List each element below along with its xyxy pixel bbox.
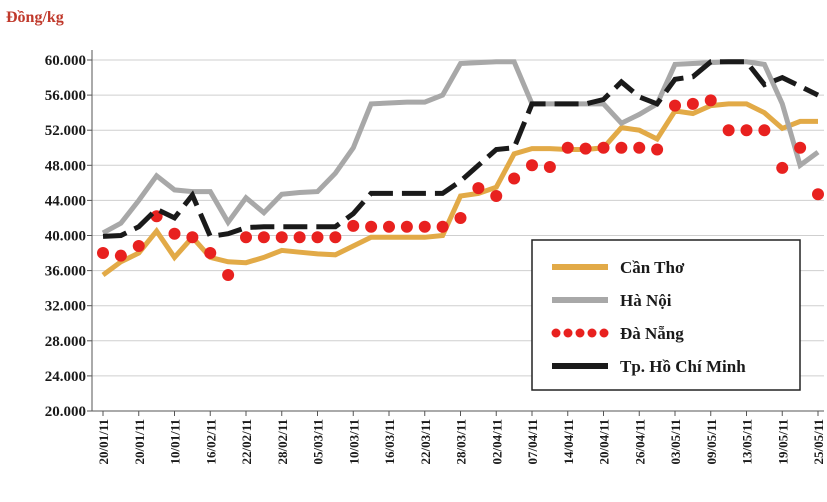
x-tick-label: 20/01/11 bbox=[132, 419, 147, 465]
data-point bbox=[776, 161, 789, 174]
legend-swatch bbox=[575, 328, 585, 338]
data-point bbox=[454, 211, 467, 224]
x-tick-label: 10/03/11 bbox=[346, 419, 361, 465]
x-tick-label: 19/05/11 bbox=[775, 419, 790, 465]
data-point bbox=[579, 142, 592, 155]
data-point bbox=[651, 143, 664, 156]
y-tick-label: 44.000 bbox=[45, 193, 86, 209]
data-point bbox=[168, 227, 181, 240]
series-line bbox=[101, 59, 820, 236]
data-point bbox=[418, 220, 431, 233]
y-axis-label: Đồng/kg bbox=[6, 9, 64, 26]
legend-label: Đà Nẵng bbox=[620, 324, 684, 343]
y-tick-label: 40.000 bbox=[45, 229, 86, 245]
legend-label: Tp. Hồ Chí Minh bbox=[620, 357, 746, 376]
x-tick-label: 03/05/11 bbox=[668, 419, 683, 465]
data-point bbox=[257, 231, 270, 244]
data-point bbox=[114, 249, 127, 262]
y-tick-label: 48.000 bbox=[45, 158, 86, 174]
legend-swatch bbox=[587, 328, 597, 338]
data-point bbox=[633, 141, 646, 154]
data-point bbox=[347, 219, 360, 232]
x-tick-label: 28/02/11 bbox=[275, 419, 290, 465]
data-point bbox=[132, 240, 145, 253]
data-point bbox=[615, 141, 628, 154]
x-tick-label: 14/04/11 bbox=[561, 419, 576, 465]
x-tick-label: 20/04/11 bbox=[597, 419, 612, 465]
data-point bbox=[240, 231, 252, 244]
data-point bbox=[365, 220, 378, 233]
x-tick-label: 10/01/11 bbox=[168, 419, 183, 465]
y-tick-label: 60.000 bbox=[45, 53, 86, 69]
data-point bbox=[383, 220, 395, 233]
legend-label: Cần Thơ bbox=[620, 258, 685, 277]
x-tick-label: 05/03/11 bbox=[311, 419, 326, 465]
x-tick-label: 22/03/11 bbox=[418, 419, 433, 465]
legend-swatch bbox=[563, 328, 573, 338]
y-tick-label: 32.000 bbox=[45, 299, 86, 315]
data-point bbox=[311, 231, 324, 244]
y-tick-label: 36.000 bbox=[45, 264, 86, 280]
legend-swatch bbox=[551, 328, 561, 338]
data-point bbox=[472, 182, 485, 195]
series-line bbox=[101, 101, 818, 278]
data-point bbox=[722, 124, 735, 137]
x-tick-label: 20/01/11 bbox=[96, 419, 111, 465]
x-tick-label: 25/05/11 bbox=[811, 419, 826, 465]
x-tick-label: 16/02/11 bbox=[203, 419, 218, 465]
legend-label: Hà Nội bbox=[620, 291, 672, 310]
x-tick-label: 16/03/11 bbox=[382, 419, 397, 465]
x-tick-label: 02/04/11 bbox=[489, 419, 504, 465]
data-point bbox=[669, 99, 681, 112]
data-point bbox=[222, 268, 235, 281]
data-point bbox=[275, 231, 288, 244]
data-point bbox=[293, 231, 306, 244]
data-point bbox=[812, 188, 824, 201]
data-point bbox=[329, 231, 342, 244]
data-point bbox=[704, 94, 717, 107]
x-tick-label: 26/04/11 bbox=[632, 419, 647, 465]
x-tick-label: 07/04/11 bbox=[525, 419, 540, 465]
data-point bbox=[186, 231, 199, 244]
data-point bbox=[526, 159, 538, 172]
x-tick-label: 22/02/11 bbox=[239, 419, 254, 465]
data-point bbox=[758, 124, 771, 137]
data-point bbox=[508, 172, 521, 185]
data-point bbox=[740, 124, 753, 137]
data-point bbox=[400, 220, 413, 233]
data-point bbox=[97, 247, 109, 260]
data-point bbox=[204, 247, 217, 260]
data-point bbox=[794, 141, 807, 154]
x-tick-label: 28/03/11 bbox=[454, 419, 469, 465]
y-tick-label: 24.000 bbox=[45, 369, 86, 385]
x-tick-label: 09/05/11 bbox=[704, 419, 719, 465]
y-tick-label: 20.000 bbox=[45, 404, 86, 420]
data-point bbox=[436, 220, 449, 233]
y-tick-label: 56.000 bbox=[45, 88, 86, 104]
data-point bbox=[543, 161, 556, 174]
data-point bbox=[686, 97, 699, 110]
series-line bbox=[102, 59, 820, 240]
y-tick-label: 52.000 bbox=[45, 123, 86, 139]
legend-swatch bbox=[599, 328, 609, 338]
x-tick-label: 13/05/11 bbox=[740, 419, 755, 465]
data-point bbox=[561, 141, 574, 154]
data-point bbox=[490, 190, 503, 203]
y-tick-label: 28.000 bbox=[45, 334, 86, 350]
data-point bbox=[597, 141, 610, 154]
